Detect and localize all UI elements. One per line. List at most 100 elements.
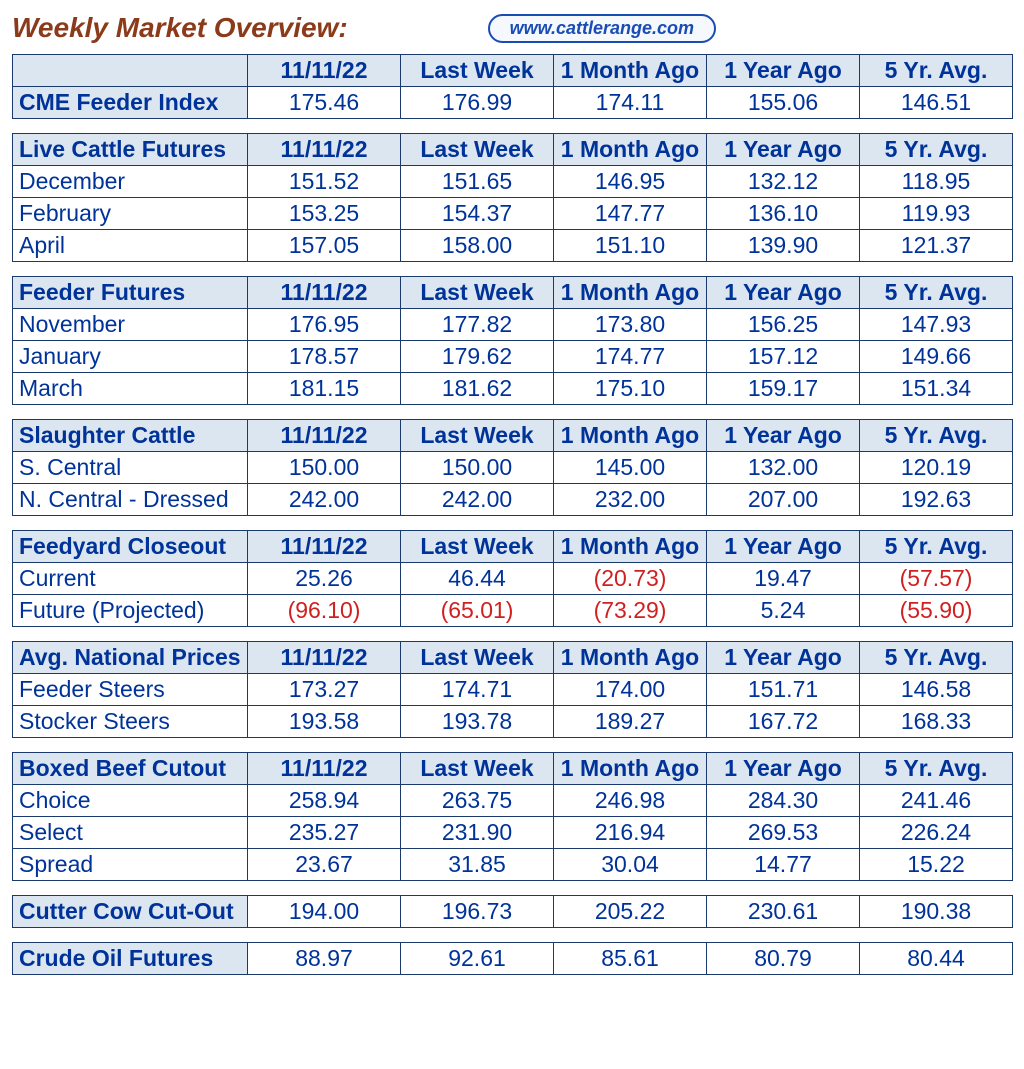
value-cell: 246.98 (554, 785, 707, 817)
value-cell: 25.26 (248, 563, 401, 595)
row-label: November (13, 309, 248, 341)
value-cell: 139.90 (707, 230, 860, 262)
column-header: 1 Year Ago (707, 277, 860, 309)
value-cell: 153.25 (248, 198, 401, 230)
value-cell: (65.01) (401, 595, 554, 627)
value-cell: 120.19 (860, 452, 1013, 484)
value-cell: 132.00 (707, 452, 860, 484)
value-cell: 157.05 (248, 230, 401, 262)
column-header: 5 Yr. Avg. (860, 642, 1013, 674)
column-header: Last Week (401, 277, 554, 309)
row-label: Spread (13, 849, 248, 881)
value-cell: 173.27 (248, 674, 401, 706)
data-table: Boxed Beef Cutout11/11/22Last Week1 Mont… (12, 752, 1013, 881)
row-label: Select (13, 817, 248, 849)
column-header: 1 Month Ago (554, 134, 707, 166)
table-row: Crude Oil Futures88.9792.6185.6180.7980.… (13, 943, 1013, 975)
value-cell: 5.24 (707, 595, 860, 627)
table-row: November176.95177.82173.80156.25147.93 (13, 309, 1013, 341)
row-label: Feeder Steers (13, 674, 248, 706)
column-header: 1 Year Ago (707, 753, 860, 785)
row-label: January (13, 341, 248, 373)
value-cell: 146.51 (860, 87, 1013, 119)
column-header: Last Week (401, 642, 554, 674)
value-cell: 178.57 (248, 341, 401, 373)
value-cell: 216.94 (554, 817, 707, 849)
row-label: S. Central (13, 452, 248, 484)
table-row: January178.57179.62174.77157.12149.66 (13, 341, 1013, 373)
column-header: Last Week (401, 55, 554, 87)
value-cell: 189.27 (554, 706, 707, 738)
section-label: Avg. National Prices (13, 642, 248, 674)
table-header-row: 11/11/22Last Week1 Month Ago1 Year Ago5 … (13, 55, 1013, 87)
column-header: Last Week (401, 420, 554, 452)
value-cell: 136.10 (707, 198, 860, 230)
value-cell: 88.97 (248, 943, 401, 975)
value-cell: 15.22 (860, 849, 1013, 881)
value-cell: 147.77 (554, 198, 707, 230)
value-cell: 151.34 (860, 373, 1013, 405)
column-header: 11/11/22 (248, 55, 401, 87)
data-table: Crude Oil Futures88.9792.6185.6180.7980.… (12, 942, 1013, 975)
value-cell: 156.25 (707, 309, 860, 341)
column-header: 1 Month Ago (554, 55, 707, 87)
table-row: Spread23.6731.8530.0414.7715.22 (13, 849, 1013, 881)
column-header: 5 Yr. Avg. (860, 753, 1013, 785)
column-header: 11/11/22 (248, 277, 401, 309)
value-cell: 30.04 (554, 849, 707, 881)
table-header-row: Boxed Beef Cutout11/11/22Last Week1 Mont… (13, 753, 1013, 785)
value-cell: 284.30 (707, 785, 860, 817)
value-cell: 85.61 (554, 943, 707, 975)
table-row: Feeder Steers173.27174.71174.00151.71146… (13, 674, 1013, 706)
value-cell: 258.94 (248, 785, 401, 817)
value-cell: 242.00 (248, 484, 401, 516)
column-header: 1 Month Ago (554, 531, 707, 563)
row-label: Crude Oil Futures (13, 943, 248, 975)
table-row: December151.52151.65146.95132.12118.95 (13, 166, 1013, 198)
value-cell: 173.80 (554, 309, 707, 341)
value-cell: 174.71 (401, 674, 554, 706)
value-cell: 149.66 (860, 341, 1013, 373)
column-header: Last Week (401, 531, 554, 563)
data-table: Cutter Cow Cut-Out194.00196.73205.22230.… (12, 895, 1013, 928)
value-cell: 19.47 (707, 563, 860, 595)
value-cell: 118.95 (860, 166, 1013, 198)
column-header: 1 Month Ago (554, 277, 707, 309)
value-cell: 241.46 (860, 785, 1013, 817)
value-cell: 151.10 (554, 230, 707, 262)
value-cell: 154.37 (401, 198, 554, 230)
column-header: 1 Month Ago (554, 420, 707, 452)
value-cell: 150.00 (401, 452, 554, 484)
data-table: Slaughter Cattle11/11/22Last Week1 Month… (12, 419, 1013, 516)
data-table: Feeder Futures11/11/22Last Week1 Month A… (12, 276, 1013, 405)
row-label: March (13, 373, 248, 405)
value-cell: 193.78 (401, 706, 554, 738)
table-row: S. Central150.00150.00145.00132.00120.19 (13, 452, 1013, 484)
row-label: Choice (13, 785, 248, 817)
value-cell: 167.72 (707, 706, 860, 738)
value-cell: 168.33 (860, 706, 1013, 738)
value-cell: 181.15 (248, 373, 401, 405)
value-cell: 232.00 (554, 484, 707, 516)
value-cell: 151.65 (401, 166, 554, 198)
value-cell: 175.46 (248, 87, 401, 119)
value-cell: 207.00 (707, 484, 860, 516)
data-table: Avg. National Prices11/11/22Last Week1 M… (12, 641, 1013, 738)
value-cell: 179.62 (401, 341, 554, 373)
section-label (13, 55, 248, 87)
column-header: 5 Yr. Avg. (860, 420, 1013, 452)
page-title: Weekly Market Overview: (12, 12, 348, 44)
row-label: N. Central - Dressed (13, 484, 248, 516)
column-header: 1 Year Ago (707, 134, 860, 166)
value-cell: 150.00 (248, 452, 401, 484)
table-row: Choice258.94263.75246.98284.30241.46 (13, 785, 1013, 817)
table-row: Current25.2646.44(20.73)19.47(57.57) (13, 563, 1013, 595)
value-cell: 176.99 (401, 87, 554, 119)
value-cell: 192.63 (860, 484, 1013, 516)
value-cell: 146.95 (554, 166, 707, 198)
value-cell: 263.75 (401, 785, 554, 817)
column-header: 1 Month Ago (554, 642, 707, 674)
data-table: Live Cattle Futures11/11/22Last Week1 Mo… (12, 133, 1013, 262)
value-cell: 147.93 (860, 309, 1013, 341)
url-pill[interactable]: www.cattlerange.com (488, 14, 716, 43)
